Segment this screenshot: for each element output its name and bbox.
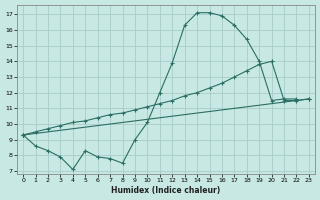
X-axis label: Humidex (Indice chaleur): Humidex (Indice chaleur) xyxy=(111,186,221,195)
